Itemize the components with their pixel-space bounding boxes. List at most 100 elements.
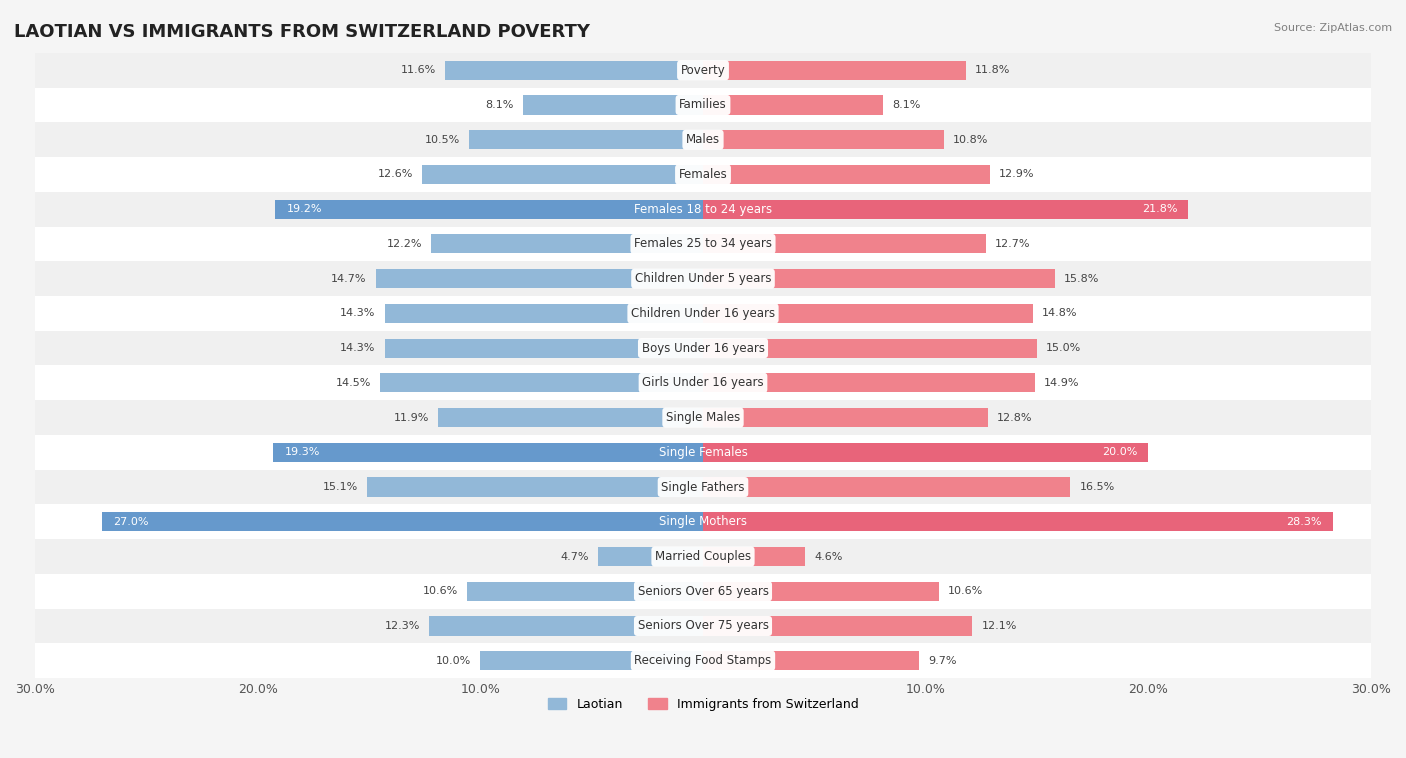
Text: 15.1%: 15.1%	[322, 482, 359, 492]
Text: Single Males: Single Males	[666, 411, 740, 424]
Text: 12.3%: 12.3%	[385, 621, 420, 631]
Bar	[35, 470, 1371, 504]
Text: Boys Under 16 years: Boys Under 16 years	[641, 342, 765, 355]
Text: 20.0%: 20.0%	[1102, 447, 1137, 457]
Bar	[703, 443, 1149, 462]
Text: 11.9%: 11.9%	[394, 412, 429, 422]
Text: 12.2%: 12.2%	[387, 239, 422, 249]
Bar	[703, 373, 1035, 393]
Text: 14.5%: 14.5%	[336, 377, 371, 388]
Bar	[35, 539, 1371, 574]
Bar	[523, 96, 703, 114]
Text: Receiving Food Stamps: Receiving Food Stamps	[634, 654, 772, 667]
Bar	[422, 165, 703, 184]
Text: 9.7%: 9.7%	[928, 656, 956, 666]
Text: 14.8%: 14.8%	[1042, 309, 1077, 318]
Text: Seniors Over 75 years: Seniors Over 75 years	[637, 619, 769, 632]
Text: 12.9%: 12.9%	[1000, 170, 1035, 180]
Text: 12.8%: 12.8%	[997, 412, 1032, 422]
Bar	[35, 609, 1371, 644]
Text: Poverty: Poverty	[681, 64, 725, 77]
Bar	[703, 616, 973, 635]
Text: Females 25 to 34 years: Females 25 to 34 years	[634, 237, 772, 250]
Bar	[432, 234, 703, 253]
Bar	[35, 122, 1371, 157]
Text: LAOTIAN VS IMMIGRANTS FROM SWITZERLAND POVERTY: LAOTIAN VS IMMIGRANTS FROM SWITZERLAND P…	[14, 23, 591, 41]
Bar	[703, 269, 1054, 288]
Text: 10.8%: 10.8%	[952, 135, 988, 145]
Bar	[703, 130, 943, 149]
Text: 28.3%: 28.3%	[1286, 517, 1322, 527]
Text: 10.5%: 10.5%	[425, 135, 460, 145]
Text: 4.6%: 4.6%	[814, 552, 842, 562]
Text: 21.8%: 21.8%	[1142, 204, 1177, 215]
Text: Children Under 5 years: Children Under 5 years	[634, 272, 772, 285]
Bar	[35, 644, 1371, 678]
Text: 12.6%: 12.6%	[378, 170, 413, 180]
Text: Single Fathers: Single Fathers	[661, 481, 745, 493]
Text: Males: Males	[686, 133, 720, 146]
Bar	[703, 408, 988, 428]
Bar	[35, 53, 1371, 88]
Text: 14.7%: 14.7%	[332, 274, 367, 283]
Text: Source: ZipAtlas.com: Source: ZipAtlas.com	[1274, 23, 1392, 33]
Text: Children Under 16 years: Children Under 16 years	[631, 307, 775, 320]
Bar	[273, 443, 703, 462]
Bar	[481, 651, 703, 670]
Bar	[367, 478, 703, 496]
Bar	[467, 581, 703, 601]
Text: 16.5%: 16.5%	[1080, 482, 1115, 492]
Text: 15.8%: 15.8%	[1064, 274, 1099, 283]
Bar	[35, 504, 1371, 539]
Bar	[35, 400, 1371, 435]
Text: 12.7%: 12.7%	[994, 239, 1031, 249]
Bar	[703, 651, 920, 670]
Bar	[439, 408, 703, 428]
Text: 4.7%: 4.7%	[561, 552, 589, 562]
Bar	[35, 330, 1371, 365]
Text: Families: Families	[679, 99, 727, 111]
Bar	[35, 365, 1371, 400]
Bar	[35, 192, 1371, 227]
Text: Females 18 to 24 years: Females 18 to 24 years	[634, 202, 772, 216]
Text: Females: Females	[679, 168, 727, 181]
Bar	[35, 88, 1371, 122]
Legend: Laotian, Immigrants from Switzerland: Laotian, Immigrants from Switzerland	[543, 693, 863, 716]
Bar	[35, 435, 1371, 470]
Text: 11.6%: 11.6%	[401, 65, 436, 75]
Text: 14.3%: 14.3%	[340, 343, 375, 353]
Bar	[101, 512, 703, 531]
Text: Seniors Over 65 years: Seniors Over 65 years	[637, 584, 769, 598]
Bar	[444, 61, 703, 80]
Text: 14.9%: 14.9%	[1043, 377, 1080, 388]
Text: 11.8%: 11.8%	[974, 65, 1010, 75]
Bar	[703, 61, 966, 80]
Bar	[703, 234, 986, 253]
Bar	[470, 130, 703, 149]
Bar	[599, 547, 703, 566]
Text: 8.1%: 8.1%	[893, 100, 921, 110]
Bar	[703, 547, 806, 566]
Bar	[375, 269, 703, 288]
Text: 12.1%: 12.1%	[981, 621, 1017, 631]
Bar	[35, 574, 1371, 609]
Bar	[703, 165, 990, 184]
Bar	[276, 199, 703, 219]
Bar	[703, 339, 1038, 358]
Bar	[703, 512, 1333, 531]
Text: 10.6%: 10.6%	[423, 586, 458, 597]
Text: 15.0%: 15.0%	[1046, 343, 1081, 353]
Bar	[35, 262, 1371, 296]
Bar	[703, 96, 883, 114]
Text: Single Mothers: Single Mothers	[659, 515, 747, 528]
Text: 10.0%: 10.0%	[436, 656, 471, 666]
Bar	[380, 373, 703, 393]
Bar	[385, 339, 703, 358]
Bar	[35, 157, 1371, 192]
Bar	[35, 227, 1371, 262]
Text: 10.6%: 10.6%	[948, 586, 983, 597]
Bar	[385, 304, 703, 323]
Text: Married Couples: Married Couples	[655, 550, 751, 563]
Bar	[703, 304, 1032, 323]
Text: 27.0%: 27.0%	[112, 517, 149, 527]
